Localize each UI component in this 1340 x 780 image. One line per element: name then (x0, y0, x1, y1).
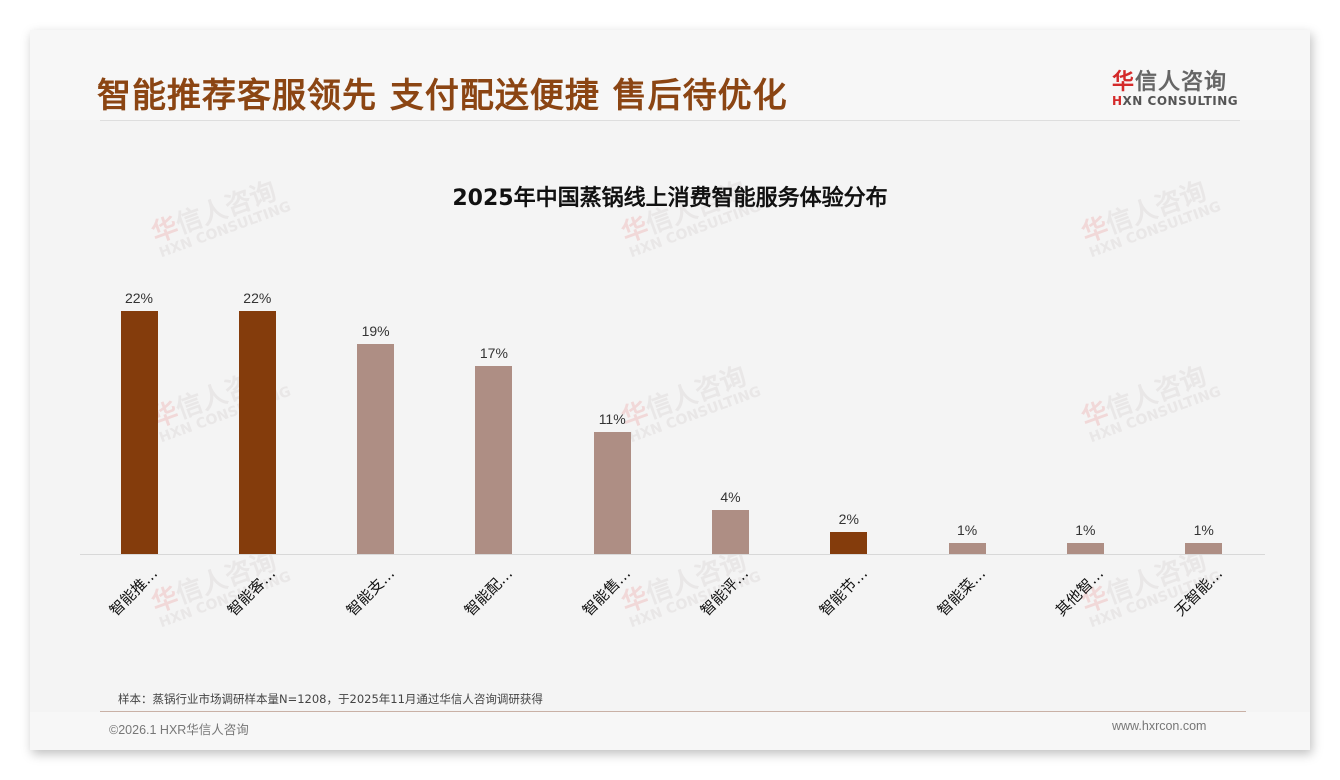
logo-en-accent: H (1112, 94, 1123, 108)
bar-value-label: 2% (838, 511, 859, 527)
bar-value-label: 11% (598, 411, 626, 427)
bar-value-label: 22% (243, 290, 272, 306)
bar-value-label: 4% (720, 489, 741, 505)
x-axis-category-label: 其他智… (1052, 564, 1108, 620)
bar-value-label: 17% (479, 345, 508, 361)
bar-7 (830, 532, 868, 554)
brand-logo: 华信人咨询 HXN CONSULTING (1112, 64, 1242, 108)
x-axis-category-label: 智能菜… (934, 564, 990, 620)
website-link[interactable]: www.hxrcon.com (1112, 719, 1207, 733)
logo-cn-accent: 华 (1112, 70, 1136, 95)
footer-divider (100, 711, 1246, 712)
x-axis-category-label: 智能节… (815, 564, 871, 620)
chart-title: 2025年中国蒸锅线上消费智能服务体验分布 (452, 186, 888, 211)
x-axis-category-label: 无智能… (1170, 564, 1226, 620)
x-axis-line (80, 554, 1265, 555)
footer-band (30, 712, 1310, 750)
watermark-cn-accent: 华 (147, 211, 183, 250)
bar-value-label: 22% (124, 290, 154, 306)
bar-1 (120, 311, 158, 554)
bar-6 (712, 510, 749, 554)
logo-cn-rest: 信人咨询 (1135, 70, 1228, 95)
x-axis-category-label: 智能推… (105, 564, 162, 620)
page-headline: 智能推荐客服领先 支付配送便捷 售后待优化 (97, 76, 788, 116)
logo-chinese: 华信人咨询 (1112, 64, 1242, 96)
bar-2 (238, 311, 276, 554)
x-axis-category-label: 智能评… (697, 564, 753, 620)
watermark-cn-accent: 华 (147, 581, 183, 620)
bar-value-label: 1% (1075, 522, 1096, 538)
bar-5 (593, 432, 631, 554)
logo-en-rest: XN CONSULTING (1122, 94, 1239, 108)
watermark-cn-accent: 华 (1077, 211, 1113, 250)
bar-9 (1066, 543, 1104, 554)
bar-10 (1185, 543, 1223, 554)
bar-value-label: 1% (956, 522, 978, 538)
header-divider (100, 120, 1240, 121)
header-band (30, 30, 1310, 120)
copyright-text: ©2026.1 HXR华信人咨询 (109, 723, 249, 737)
x-axis-category-label: 智能支… (342, 564, 398, 620)
slide: 智能推荐客服领先 支付配送便捷 售后待优化 华信人咨询 HXN CONSULTI… (30, 30, 1310, 750)
watermark-cn-accent: 华 (617, 211, 653, 250)
x-axis-category-label: 智能客… (224, 564, 280, 620)
bar-3 (357, 344, 395, 554)
bar-chart-plot: 22% 智能推… 22% 智能客… 19% 智能支… 17% 智能配… 11% 智能售… 4% 智能评… (80, 270, 1265, 620)
bar-value-label: 1% (1193, 522, 1214, 538)
sample-note: 样本：蒸锅行业市场调研样本量N=1208，于2025年11月通过华信人咨询调研获… (118, 692, 543, 706)
x-axis-category-label: 智能配… (460, 564, 517, 620)
bar-8 (948, 543, 986, 554)
bar-4 (475, 366, 513, 554)
logo-english: HXN CONSULTING (1112, 94, 1242, 108)
x-axis-category-label: 智能售… (579, 564, 635, 620)
bar-value-label: 19% (361, 323, 390, 339)
